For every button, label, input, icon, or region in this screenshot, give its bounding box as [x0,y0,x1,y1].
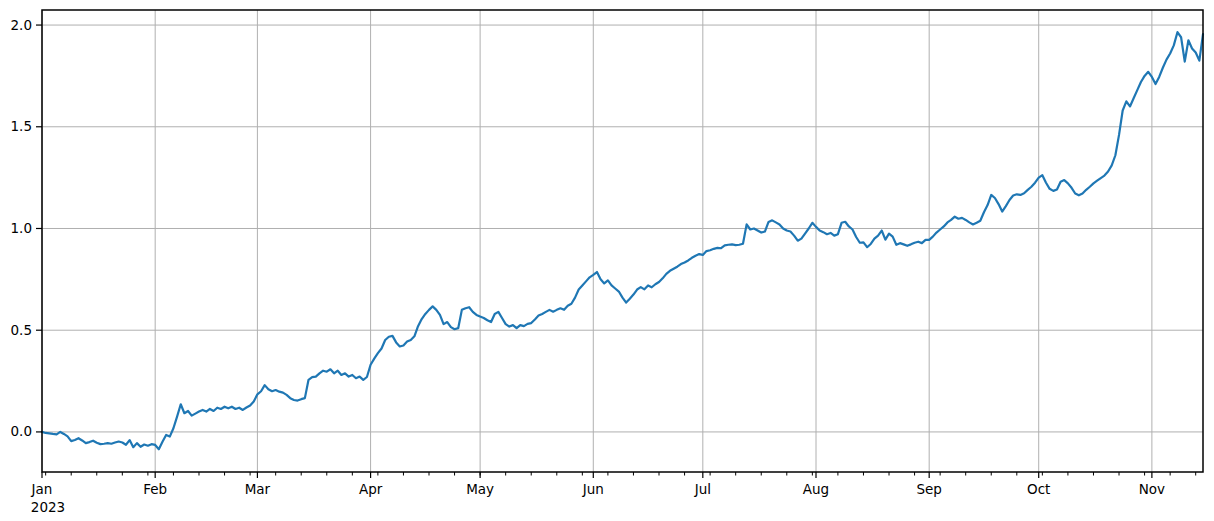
y-tick-label: 1.5 [11,118,32,134]
x-tick-year-label: 2023 [31,499,65,515]
x-tick-label: May [466,481,494,497]
data-series-line [42,32,1203,449]
tick-label-layer: Jan 2023 Feb Mar Apr May Jun Jul Aug Sep Oct Nov 0.0… [11,17,1166,515]
x-tick-label: Feb [143,481,167,497]
x-tick-label: Jun [582,481,604,497]
x-tick-label: Apr [359,481,383,497]
y-tick-label: 2.0 [11,17,32,33]
series-layer [42,32,1203,449]
y-tick-label: 0.0 [11,423,32,439]
y-tick-label: 0.5 [11,322,32,338]
axes-spines [42,10,1203,472]
x-tick-label: Sep [916,481,941,497]
x-tick-label: Oct [1027,481,1050,497]
grid-layer [42,10,1203,472]
x-tick-label: Jul [694,481,711,497]
plot-border [42,10,1203,472]
line-chart: Jan 2023 Feb Mar Apr May Jun Jul Aug Sep Oct Nov 0.0… [0,0,1214,521]
figure: Jan 2023 Feb Mar Apr May Jun Jul Aug Sep Oct Nov 0.0… [0,0,1214,521]
y-tick-label: 1.0 [11,220,32,236]
x-tick-label: Mar [245,481,271,497]
x-tick-label: Jan [31,481,53,497]
x-tick-label: Nov [1139,481,1165,497]
x-tick-label: Aug [803,481,829,497]
